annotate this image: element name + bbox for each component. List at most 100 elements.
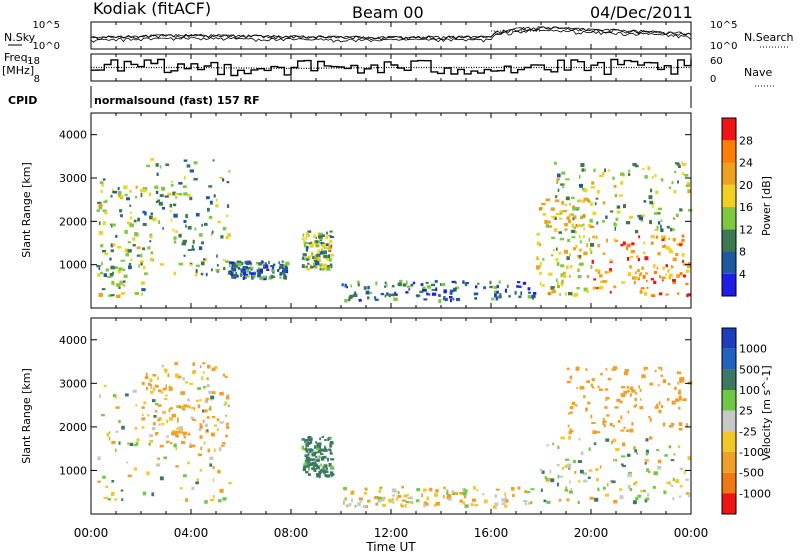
- power-cell: [193, 177, 198, 181]
- power-cell: [606, 238, 608, 243]
- power-cell: [668, 273, 673, 278]
- velocity-cell: [154, 384, 159, 388]
- power-cell: [654, 174, 657, 177]
- power-cell: [498, 295, 502, 299]
- velocity-cell: [304, 439, 308, 442]
- velocity-cell: [189, 382, 194, 385]
- power-cell: [348, 296, 353, 299]
- velocity-cell: [494, 502, 499, 506]
- velocity-cell: [316, 447, 320, 450]
- nsky-ytick-right-top: 10^5: [710, 20, 737, 31]
- power-cell: [651, 175, 654, 179]
- velocity-cell: [677, 391, 682, 395]
- power-cell: [128, 265, 132, 270]
- power-cell: [551, 215, 555, 218]
- velocity-cell: [484, 499, 488, 504]
- power-cell: [475, 285, 478, 289]
- velocity-cell: [199, 435, 203, 439]
- velocity-cell: [644, 498, 648, 503]
- velocity-cell: [435, 489, 439, 493]
- power-cell: [679, 272, 683, 276]
- power-cell: [531, 294, 536, 298]
- power-cell: [282, 269, 287, 272]
- velocity-cell: [301, 438, 305, 441]
- power-cell: [323, 250, 328, 255]
- ytick-label: 1000: [59, 259, 87, 272]
- velocity-cell: [592, 430, 597, 434]
- power-cell: [303, 243, 307, 246]
- power-cell: [637, 269, 640, 273]
- power-cell: [341, 283, 344, 287]
- power-cell: [442, 297, 446, 301]
- power-cell: [137, 217, 140, 222]
- power-cell: [152, 217, 157, 222]
- velocity-cell: [103, 496, 108, 499]
- velocity-cell: [685, 492, 690, 495]
- power-cell: [420, 283, 424, 286]
- velocity-cell: [305, 458, 308, 463]
- power-cell: [586, 243, 588, 248]
- power-cell: [96, 209, 100, 213]
- power-cell: [315, 265, 318, 269]
- velocity-cell: [678, 422, 681, 426]
- velocity-cell: [168, 385, 172, 390]
- velocity-cell: [574, 470, 577, 474]
- power-cell: [668, 237, 671, 240]
- velocity-cell: [325, 467, 328, 471]
- velocity-cell: [640, 398, 642, 401]
- power-cell: [223, 267, 226, 271]
- power-cell: [140, 194, 143, 198]
- power-cell: [423, 298, 428, 301]
- power-cell: [575, 245, 578, 249]
- velocity-cell: [569, 490, 573, 494]
- power-cell: [208, 215, 213, 219]
- velocity-cell: [202, 419, 205, 424]
- power-cell: [673, 189, 677, 194]
- power-colorbar-label: Power [dB]: [760, 176, 773, 236]
- velocity-cell: [141, 406, 145, 409]
- power-cell: [317, 249, 321, 252]
- power-cell: [536, 266, 540, 270]
- power-cell: [169, 210, 172, 213]
- velocity-cell: [495, 488, 500, 491]
- power-cell: [670, 227, 673, 232]
- power-cell: [305, 248, 308, 252]
- velocity-cell: [645, 449, 649, 454]
- power-cell: [308, 242, 313, 245]
- power-cell: [122, 284, 126, 287]
- power-cell: [98, 292, 103, 297]
- power-cell: [204, 222, 208, 226]
- power-cell: [564, 223, 568, 227]
- power-cell: [256, 261, 259, 265]
- velocity-cell: [214, 424, 217, 427]
- velocity-cell: [217, 469, 221, 474]
- velocity-cell: [227, 404, 230, 408]
- velocity-cell: [329, 452, 333, 455]
- velocity-cell: [307, 448, 312, 451]
- velocity-cell: [595, 468, 599, 472]
- velocity-cell: [470, 503, 474, 507]
- power-cell: [412, 281, 416, 285]
- power-cell: [614, 226, 617, 231]
- velocity-cell: [187, 432, 191, 436]
- velocity-cell: [226, 395, 230, 400]
- power-cell: [592, 235, 595, 239]
- velocity-cell: [345, 504, 350, 508]
- power-cell: [302, 253, 307, 257]
- velocity-cell: [221, 442, 226, 445]
- power-cell: [613, 223, 617, 227]
- power-cell: [326, 267, 331, 271]
- power-cell: [313, 262, 316, 266]
- velocity-cell: [351, 490, 354, 494]
- velocity-colorbar-tick: 1000: [739, 343, 767, 356]
- velocity-cell: [173, 443, 177, 448]
- velocity-cell: [121, 498, 124, 502]
- power-cell: [426, 292, 429, 295]
- power-cell: [450, 298, 452, 303]
- power-cell: [604, 168, 607, 172]
- velocity-cell: [302, 467, 307, 472]
- velocity-cell: [682, 398, 687, 402]
- velocity-cell: [165, 384, 167, 388]
- velocity-cell: [673, 453, 676, 456]
- velocity-cell: [613, 499, 618, 504]
